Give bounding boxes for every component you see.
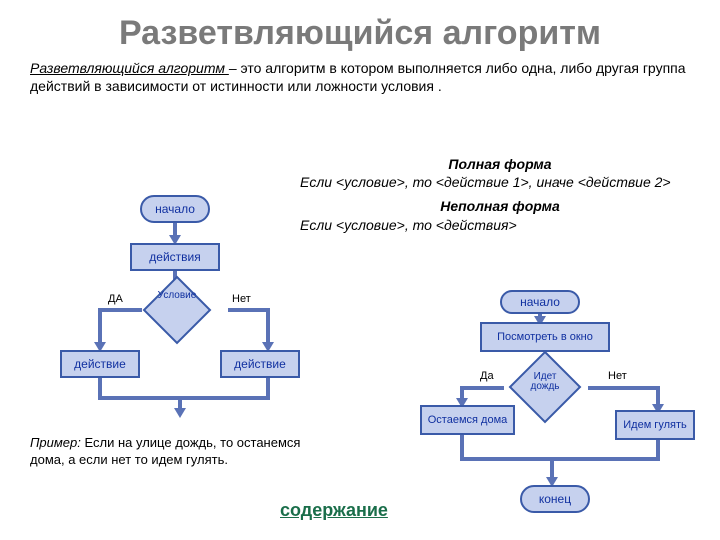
right-node-stay: Остаемся дома [420, 405, 515, 435]
flowchart-right: Да Нет начало Посмотреть в окно Идет дож… [390, 290, 710, 530]
left-no-label: Нет [232, 293, 251, 305]
right-yes-label: Да [480, 370, 494, 382]
definition: Разветвляющийся алгоритм – это алгоритм … [0, 57, 720, 99]
definition-term: Разветвляющийся алгоритм [30, 60, 229, 76]
right-node-walk: Идем гулять [615, 410, 695, 440]
example-label: Пример: [30, 435, 81, 450]
left-node-start: начало [140, 195, 210, 223]
left-node-yes: действие [60, 350, 140, 378]
full-form-body: Если <условие>, то <действие 1>, иначе <… [300, 173, 700, 191]
example-text: Пример: Если на улице дождь, то останемс… [30, 435, 330, 469]
short-form-body: Если <условие>, то <действия> [300, 216, 700, 234]
short-form-title: Неполная форма [300, 197, 700, 215]
right-node-end: конец [520, 485, 590, 513]
forms-block: Полная форма Если <условие>, то <действи… [300, 155, 700, 234]
flowchart-left: ДА Нет начало действия Условие действие … [60, 195, 320, 435]
content-link[interactable]: содержание [280, 500, 388, 521]
page-title: Разветвляющийся алгоритм [0, 0, 720, 57]
left-node-no: действие [220, 350, 300, 378]
right-node-look: Посмотреть в окно [480, 322, 610, 352]
full-form-title: Полная форма [300, 155, 700, 173]
left-yes-label: ДА [108, 293, 123, 305]
right-node-start: начало [500, 290, 580, 314]
right-no-label: Нет [608, 370, 627, 382]
left-node-act1: действия [130, 243, 220, 271]
